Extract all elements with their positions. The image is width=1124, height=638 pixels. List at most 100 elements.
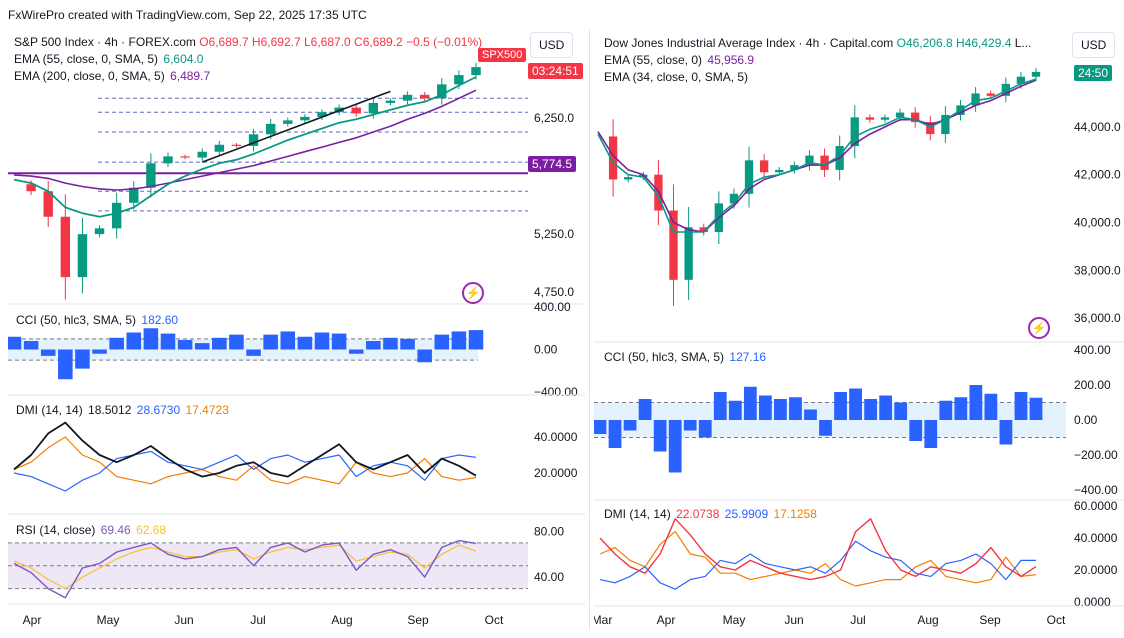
spx-dmi-adx-line[interactable] <box>13 421 477 478</box>
dji-ema34-line[interactable] <box>597 78 1037 233</box>
dji-cci-bar[interactable] <box>939 400 953 420</box>
lightning-icon[interactable]: ⚡ <box>1028 317 1050 339</box>
dji-cci-bar[interactable] <box>909 420 923 441</box>
spx-cci-bar[interactable] <box>246 349 261 356</box>
spx-rsi-legend[interactable]: RSI (14, close) 69.46 62.68 <box>16 523 166 537</box>
dji-candle[interactable] <box>775 169 784 173</box>
dji-candle[interactable] <box>744 160 754 194</box>
spx-candle[interactable] <box>94 228 105 235</box>
spx-cci-bar[interactable] <box>280 331 296 350</box>
spx-cci-bar[interactable] <box>451 331 467 350</box>
spx-candle[interactable] <box>283 120 293 124</box>
dji-candle[interactable] <box>729 193 739 204</box>
dji-cci-bar[interactable] <box>758 395 772 421</box>
dji-candle[interactable] <box>820 155 829 170</box>
dji-cci-bar[interactable] <box>819 420 832 436</box>
dji-candle[interactable] <box>608 136 618 180</box>
dji-cci-bar[interactable] <box>864 399 878 420</box>
spx-candle[interactable] <box>163 156 173 164</box>
spx-cci-bar[interactable] <box>297 336 313 350</box>
spx-candle[interactable] <box>180 156 190 158</box>
spx-candle[interactable] <box>26 184 36 192</box>
spx-cci-bar[interactable] <box>194 343 210 350</box>
spx-cci-bar[interactable] <box>400 338 415 350</box>
spx-cci-bar[interactable] <box>263 334 278 350</box>
spx-candle[interactable] <box>214 144 225 152</box>
dji-candle[interactable] <box>850 117 859 147</box>
dji-cci-bar[interactable] <box>608 420 622 448</box>
dji-cci-bar[interactable] <box>1029 397 1043 420</box>
spx-candle[interactable] <box>265 123 276 135</box>
dji-candle[interactable] <box>1016 76 1026 84</box>
dji-candle[interactable] <box>986 93 995 96</box>
spx-candle[interactable] <box>402 94 413 101</box>
dji-ema55-legend[interactable]: EMA (55, close, 0) 45,956.9 <box>604 53 754 67</box>
dji-cci-bar[interactable] <box>924 420 938 448</box>
dji-cci-bar[interactable] <box>789 397 802 420</box>
spx-candle[interactable] <box>437 84 447 99</box>
pane-divider[interactable] <box>589 30 590 630</box>
dji-cci-bar[interactable] <box>969 385 983 420</box>
spx-candle[interactable] <box>111 202 122 229</box>
spx-cci-bar[interactable] <box>383 337 398 350</box>
spx-cci-bar[interactable] <box>417 349 432 363</box>
spx-candle[interactable] <box>77 234 88 278</box>
spx-cci-bar[interactable] <box>109 337 124 350</box>
spx-cci-bar[interactable] <box>212 337 227 350</box>
dji-cci-bar[interactable] <box>623 420 637 431</box>
dji-candle[interactable] <box>669 210 678 280</box>
dji-candle[interactable] <box>926 122 935 135</box>
spx-cci-bar[interactable] <box>348 349 364 354</box>
dji-candle[interactable] <box>865 117 875 120</box>
spx-rsi-line[interactable] <box>13 539 477 599</box>
spx-title-legend[interactable]: S&P 500 Index · 4h · FOREX.com O6,689.7 … <box>14 35 482 49</box>
spx-cci-bar[interactable] <box>40 349 56 356</box>
dji-cci-bar[interactable] <box>683 420 697 431</box>
spx-cci-bar[interactable] <box>229 334 244 350</box>
spx-candle[interactable] <box>146 163 156 188</box>
spx-ema55-line[interactable] <box>13 76 477 218</box>
spx-cci-legend[interactable]: CCI (50, hlc3, SMA, 5) 182.60 <box>16 313 178 327</box>
spx-cci-bar[interactable] <box>434 334 450 350</box>
dji-candle[interactable] <box>684 227 693 280</box>
dji-candle[interactable] <box>895 112 905 118</box>
spx-cci-bar[interactable] <box>143 328 159 350</box>
dji-candle[interactable] <box>624 177 633 180</box>
trend-line[interactable] <box>201 90 391 163</box>
spx-candle[interactable] <box>385 100 396 103</box>
dji-dmi-plus-line[interactable] <box>599 540 1036 590</box>
dji-candle[interactable] <box>759 160 769 173</box>
spx-cci-bar[interactable] <box>58 349 73 380</box>
dji-candle[interactable] <box>911 112 920 123</box>
dji-cci-bar[interactable] <box>879 395 893 421</box>
spx-ema200-line[interactable] <box>13 89 477 191</box>
spx-cci-bar[interactable] <box>314 332 330 350</box>
spx-candle[interactable] <box>454 75 464 85</box>
spx-candle[interactable] <box>43 191 53 217</box>
dji-candle[interactable] <box>805 155 814 166</box>
dji-cci-bar[interactable] <box>774 399 787 420</box>
spx-cci-bar[interactable] <box>468 330 484 350</box>
spx-cci-bar[interactable] <box>331 333 347 350</box>
dji-ema55-line[interactable] <box>597 79 1037 233</box>
spx-candle[interactable] <box>248 134 259 146</box>
dji-cci-bar[interactable] <box>713 392 727 420</box>
spx-candle[interactable] <box>60 216 71 278</box>
lightning-icon[interactable]: ⚡ <box>462 282 484 304</box>
dji-chart-canvas[interactable]: 44,000.0 42,000.0 40,000.0 38,000.0 36,000.0… <box>594 30 1124 638</box>
dji-dmi-adx-line[interactable] <box>599 518 1037 581</box>
spx-candle[interactable] <box>471 67 481 76</box>
spx-candle[interactable] <box>197 151 207 158</box>
dji-cci-bar[interactable] <box>638 399 652 420</box>
spx-cci-bar[interactable] <box>8 336 22 350</box>
spx-ema200-legend[interactable]: EMA (200, close, 0, SMA, 5) 6,489.7 <box>14 69 210 83</box>
spx-chart-pane[interactable]: 6,250.0 5,250.0 4,750.0 400.00 0.00 −400.00 40… <box>8 30 585 638</box>
dji-cci-bar[interactable] <box>954 397 968 420</box>
spx-cci-bar[interactable] <box>160 333 176 350</box>
dji-cci-bar[interactable] <box>804 409 817 421</box>
spx-cci-bar[interactable] <box>126 332 142 350</box>
spx-candle[interactable] <box>351 107 361 114</box>
spx-cci-bar[interactable] <box>23 341 39 350</box>
spx-candle[interactable] <box>419 94 430 99</box>
